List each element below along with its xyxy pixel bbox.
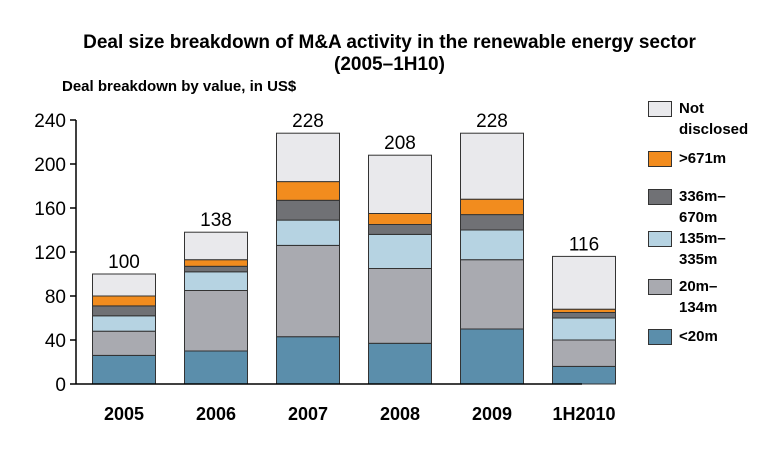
legend-label: >671m [679, 150, 727, 167]
bar-segment-2009-2 [460, 229, 524, 261]
bar-segment-2008-4 [368, 213, 432, 225]
x-tick-label-2009: 2009 [472, 404, 512, 424]
legend-item: <20m [648, 326, 773, 366]
x-tick-label-2007: 2007 [288, 404, 328, 424]
bar-segment-2005-2 [92, 315, 156, 332]
bar-total-label-2005: 100 [108, 252, 140, 273]
chart-title: Deal size breakdown of M&A activity in t… [83, 32, 696, 53]
bar-segment-2006-0 [184, 350, 248, 385]
bar-segment-2007-4 [276, 181, 340, 201]
bar-segment-2007-0 [276, 336, 340, 385]
bar-segment-1H2010-2 [552, 317, 616, 341]
bar-total-label-2007: 228 [292, 111, 324, 132]
bar-segment-2006-3 [184, 265, 248, 273]
y-tick-label-160: 160 [34, 199, 66, 220]
y-tick-label-0: 0 [55, 375, 66, 396]
bar-segment-2006-2 [184, 271, 248, 291]
legend-item: 336m– 670m [648, 186, 773, 226]
bar-segment-2007-1 [276, 244, 340, 338]
bar-segment-2006-1 [184, 290, 248, 352]
legend-swatch [648, 279, 672, 295]
legend-label: <20m [679, 328, 718, 345]
bar-segment-2005-0 [92, 354, 156, 385]
legend-label: Not disclosed [679, 100, 749, 138]
bar-segment-2008-2 [368, 233, 432, 269]
stacked-bar-chart: 0 40 80 120 160 200 240 100 2005 138 2006 228 2007 20… [34, 111, 616, 424]
bar-total-label-1H2010: 116 [569, 234, 599, 255]
bar-segment-2005-4 [92, 295, 156, 307]
bar-segment-2006-4 [184, 259, 248, 267]
x-tick-label-2006: 2006 [196, 404, 236, 424]
bar-segment-1H2010-0 [552, 365, 616, 385]
bar-segment-2006-5 [184, 231, 248, 261]
bar-segment-2005-5 [92, 273, 156, 297]
bar-segment-1H2010-1 [552, 339, 616, 367]
bar-segment-2009-0 [460, 328, 524, 385]
y-tick-label-200: 200 [34, 155, 66, 176]
y-tick-label-240: 240 [34, 111, 66, 132]
legend-item: >671m [648, 148, 773, 188]
chart-title-period: (2005–1H10) [334, 54, 445, 75]
bar-total-label-2009: 228 [476, 111, 508, 132]
chart-subtitle: Deal breakdown by value, in US$ [62, 78, 297, 95]
y-tick-label-40: 40 [45, 331, 66, 352]
bar-segment-2007-5 [276, 132, 340, 183]
bar-segment-1H2010-5 [552, 255, 616, 310]
x-tick-label-2008: 2008 [380, 404, 420, 424]
legend-item: 20m– 134m [648, 276, 773, 316]
bar-segment-2007-2 [276, 219, 340, 246]
bar-segment-2005-1 [92, 330, 156, 356]
bar-segment-2008-0 [368, 342, 432, 385]
legend-swatch [648, 231, 672, 247]
x-tick-label-1H2010: 1H2010 [552, 404, 615, 424]
legend-item: Not disclosed [648, 98, 773, 138]
bar-segment-2005-3 [92, 305, 156, 317]
legend-label: 336m– 670m [679, 188, 726, 226]
y-tick-label-120: 120 [34, 243, 66, 264]
legend-swatch [648, 151, 672, 167]
bar-segment-2008-5 [368, 154, 432, 214]
bar-segment-2009-5 [460, 132, 524, 200]
bar-total-label-2006: 138 [200, 210, 232, 231]
legend-swatch [648, 189, 672, 205]
x-tick-label-2005: 2005 [104, 404, 144, 424]
bar-segment-2007-3 [276, 199, 340, 221]
legend-label: 135m– 335m [679, 230, 726, 268]
legend-item: 135m– 335m [648, 228, 773, 268]
bar-segment-1H2010-3 [552, 312, 616, 319]
bar-segment-2009-3 [460, 214, 524, 231]
bar-segment-2009-4 [460, 198, 524, 216]
legend-swatch [648, 329, 672, 345]
legend-label: 20m– 134m [679, 278, 718, 316]
bar-segment-2008-3 [368, 224, 432, 235]
bar-segment-2009-1 [460, 259, 524, 330]
y-tick-label-80: 80 [45, 287, 66, 308]
bar-total-label-2008: 208 [384, 133, 416, 154]
legend-swatch [648, 101, 672, 117]
bar-segment-2008-1 [368, 268, 432, 344]
